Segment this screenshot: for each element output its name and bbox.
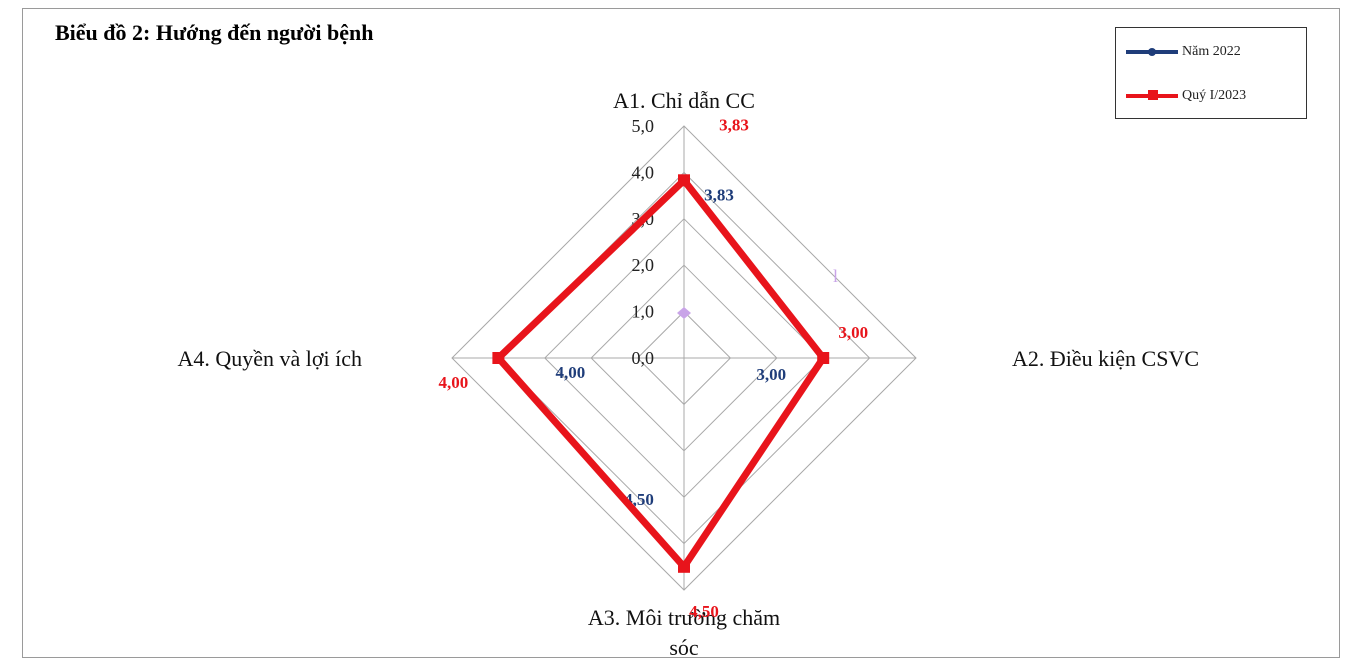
tick-label-2: 2,0 <box>632 255 655 275</box>
series-2-point-1 <box>678 174 690 187</box>
category-label-4: A4. Quyền và lợi ích <box>177 346 362 371</box>
tick-label-0: 0,0 <box>632 348 655 368</box>
legend-marker-series-1 <box>1148 48 1156 56</box>
legend-item-series-2: Quý I/2023 <box>1126 86 1246 106</box>
legend-line-series-1 <box>1126 48 1178 56</box>
category-label-1: A1. Chỉ dẫn CC <box>613 88 755 113</box>
series-2-data-label-4: 4,00 <box>439 373 469 392</box>
series-2-data-label-2: 3,00 <box>838 323 868 342</box>
legend-label-series-2: Quý I/2023 <box>1182 88 1247 103</box>
chart-legend: Năm 2022 Quý I/2023 <box>1115 27 1307 119</box>
series-2-point-4 <box>492 352 505 364</box>
legend-line-series-2 <box>1126 90 1178 100</box>
tick-label-1: 1,0 <box>632 302 655 322</box>
category-label-3: A3. Môi trường chăm sóc <box>588 605 780 660</box>
series-1-data-label-1: 3,83 <box>704 185 734 204</box>
stray-mark: l <box>833 266 838 286</box>
series-2-point-2 <box>817 352 830 364</box>
legend-label-series-1: Năm 2022 <box>1182 44 1241 59</box>
tick-label-4: 4,0 <box>632 162 655 182</box>
stray-center-marker <box>677 307 691 319</box>
series-2-data-label-1: 3,83 <box>719 115 749 134</box>
chart-title: Biểu đồ 2: Hướng đến người bệnh <box>55 20 374 45</box>
series-1-data-label-2: 3,00 <box>756 365 786 384</box>
category-label-2: A2. Điều kiện CSVC <box>1012 346 1199 371</box>
legend-marker-series-2 <box>1148 90 1158 100</box>
series-1-data-label-4: 4,00 <box>556 363 586 382</box>
tick-label-5: 5,0 <box>632 116 655 136</box>
series-2-point-3 <box>678 560 690 573</box>
series-2-data-label-3: 4,50 <box>689 602 719 621</box>
legend-item-series-1: Năm 2022 <box>1126 42 1241 62</box>
chart-frame <box>22 8 1340 658</box>
